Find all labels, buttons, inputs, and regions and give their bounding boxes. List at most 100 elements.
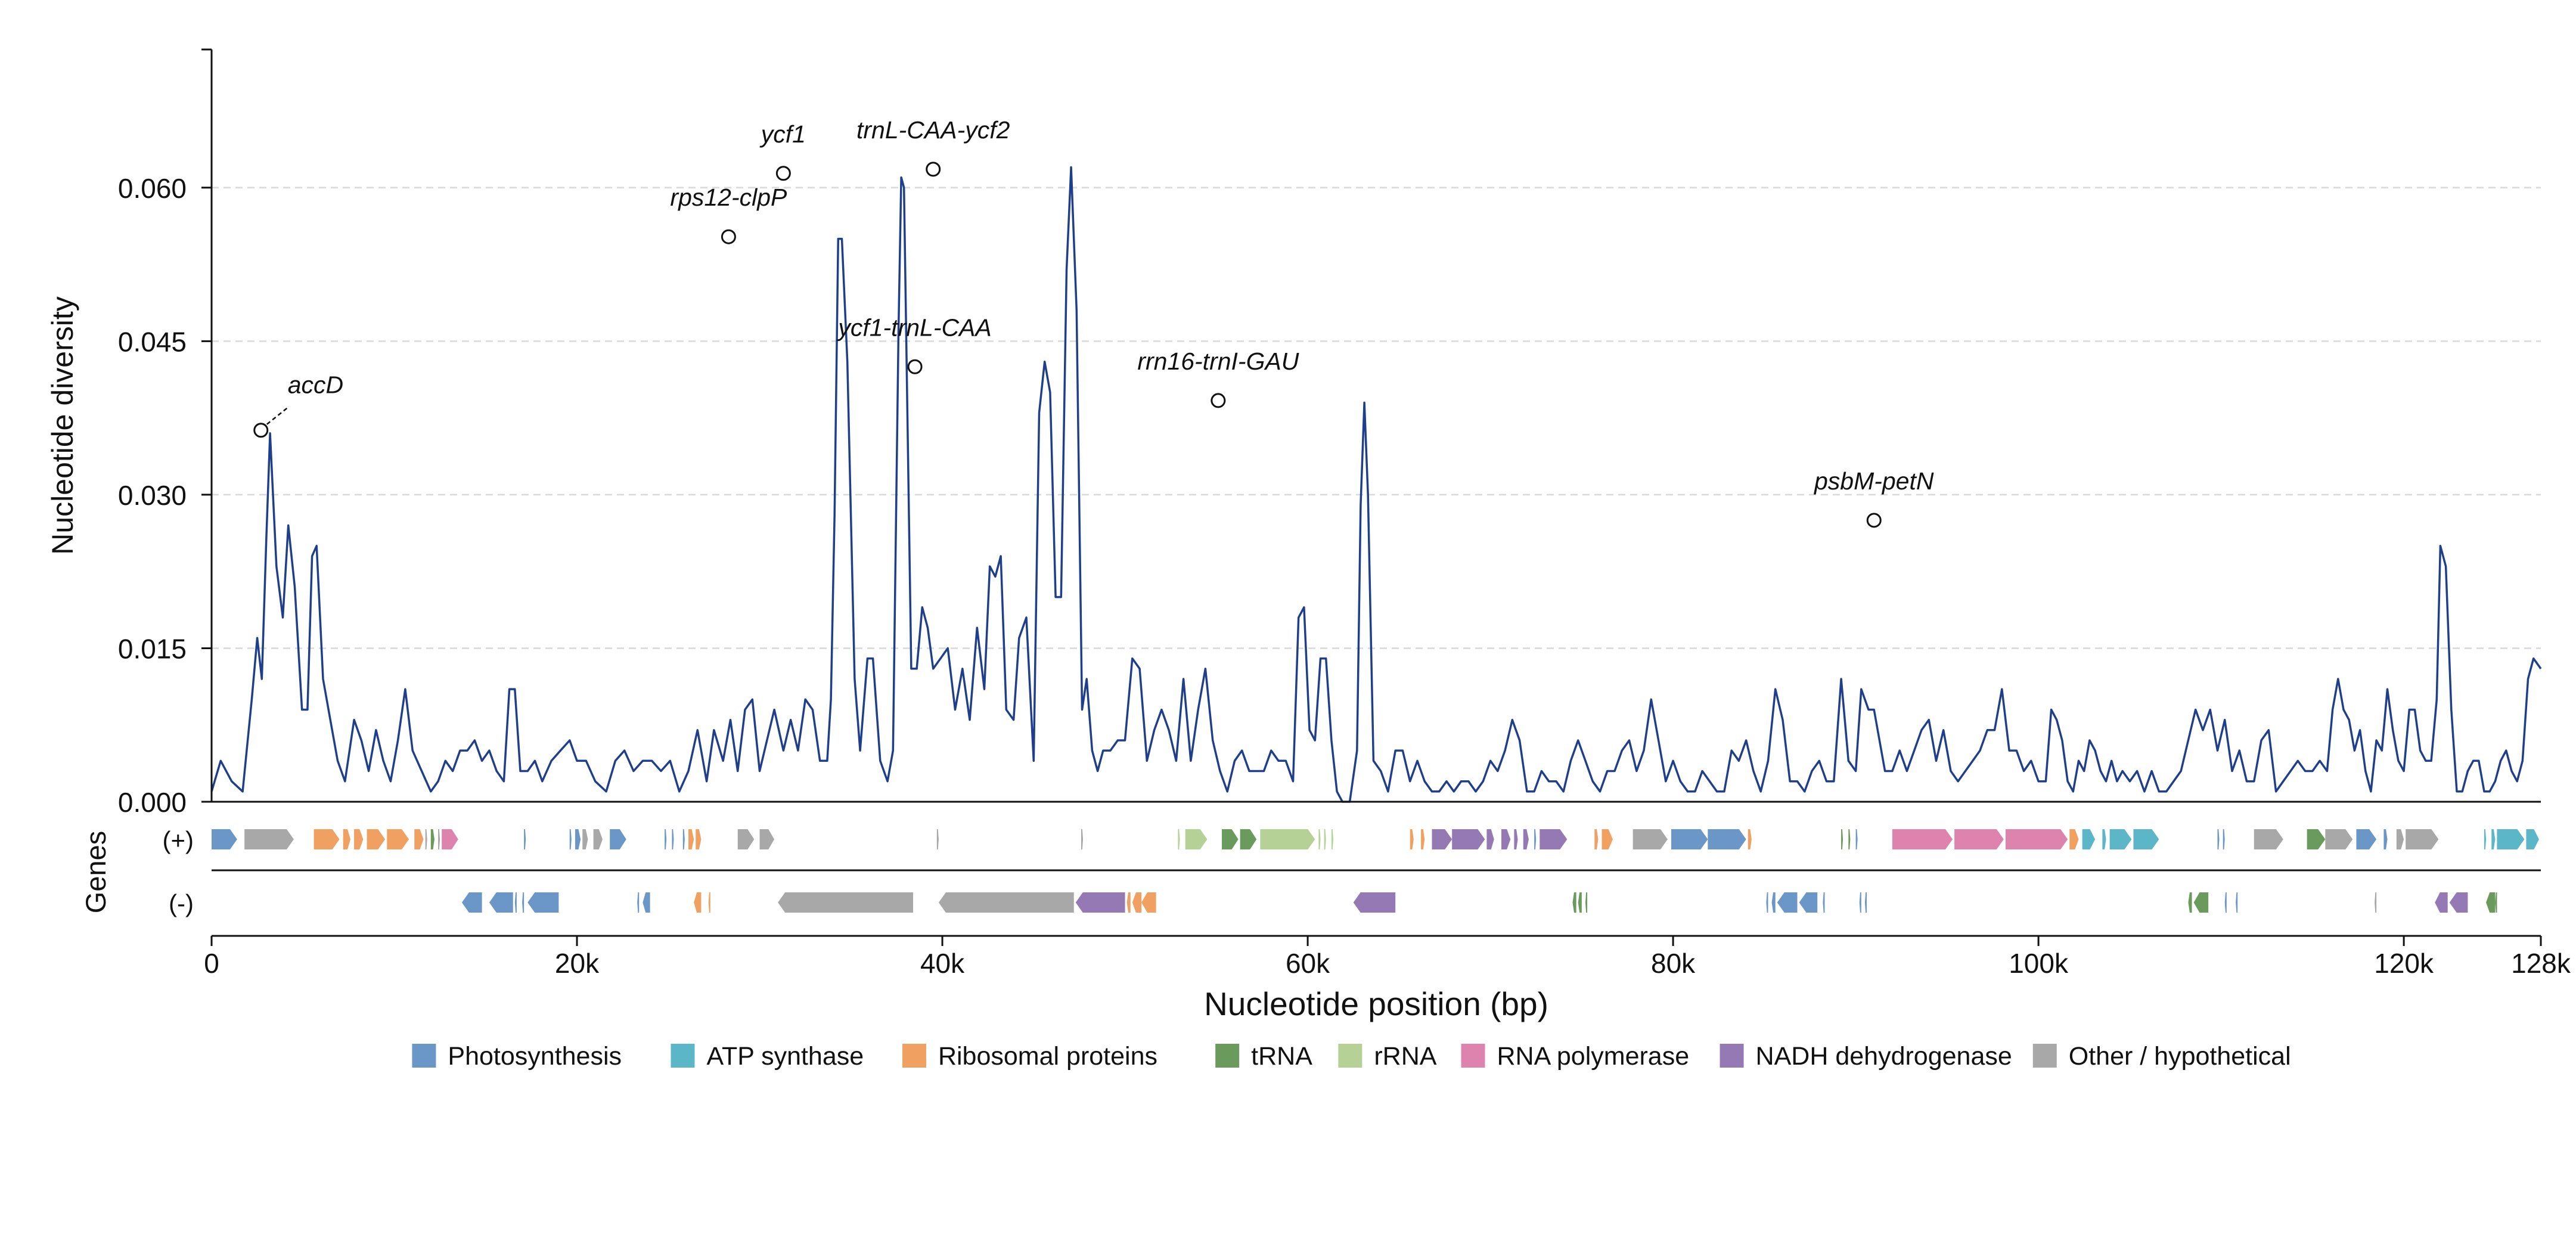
peak-marker (253, 423, 269, 438)
gene-block-plus (1954, 829, 2004, 849)
gene-block-plus (665, 829, 667, 849)
gene-block-minus (2236, 892, 2238, 913)
gene-block-minus (1823, 892, 1825, 913)
gene-block-plus (2526, 829, 2539, 849)
gene-block-minus (461, 892, 482, 913)
gene-block-minus (694, 892, 702, 913)
x-tick-label: 20k (555, 948, 600, 979)
gene-block-minus (522, 892, 524, 913)
x-axis-ticks: 0 20k 40k 60k 80k 100k 120k 128k (204, 936, 2571, 979)
x-tick-label: 60k (1286, 948, 1330, 979)
gene-block-minus (637, 892, 640, 913)
peak-label: trnL-CAA-ycf2 (856, 116, 1010, 144)
gene-block-plus (1178, 829, 1180, 849)
minus-strand-label: (-) (169, 889, 194, 917)
gene-block-minus (1864, 892, 1867, 913)
gene-block-minus (1353, 892, 1396, 913)
gene-block-plus (524, 829, 526, 849)
gene-block-plus (1260, 829, 1315, 849)
gene-block-plus (244, 829, 294, 849)
gene-block-plus (682, 829, 685, 849)
gene-block-plus (1523, 829, 1529, 849)
gene-block-plus (1748, 829, 1752, 849)
gene-block-minus (527, 892, 559, 913)
gene-block-plus (2356, 829, 2377, 849)
gene-block-plus (1671, 829, 1708, 849)
gene-block-plus (1452, 829, 1485, 849)
peak-marker (907, 359, 923, 374)
gene-block-minus (2224, 892, 2227, 913)
gene-block-plus (212, 829, 237, 849)
x-tick-label: 120k (2374, 948, 2434, 979)
gene-block-plus (425, 829, 427, 849)
peak-marker (775, 166, 791, 181)
gene-block-plus (1486, 829, 1494, 849)
legend-swatch (1338, 1044, 1363, 1068)
gene-block-plus (1318, 829, 1321, 849)
peak-annotations: accD rps12-clpP ycf1 ycf1-trnL-CAA trnL-CAA-… (253, 116, 1934, 528)
gene-blocks (212, 829, 2539, 913)
gene-block-plus (1602, 829, 1613, 849)
gene-block-minus (2188, 892, 2192, 913)
gene-block-plus (569, 829, 572, 849)
gene-block-plus (430, 829, 434, 849)
gene-block-plus (759, 829, 775, 849)
x-tick-label: 128k (2511, 948, 2571, 979)
gene-block-plus (2307, 829, 2326, 849)
legend-label: Photosynthesis (448, 1042, 622, 1071)
gene-block-plus (1848, 829, 1851, 849)
gene-block-minus (1578, 892, 1582, 913)
gene-block-plus (593, 829, 603, 849)
gene-block-plus (2102, 829, 2106, 849)
x-tick-label: 80k (1651, 948, 1696, 979)
gene-block-minus (1572, 892, 1576, 913)
legend-swatch (1720, 1044, 1744, 1068)
gene-block-plus (2497, 829, 2525, 849)
gene-block-minus (2495, 892, 2497, 913)
gene-block-plus (1240, 829, 1257, 849)
gene-block-plus (414, 829, 424, 849)
y-tick-label: 0.030 (118, 480, 187, 511)
peak-marker (926, 162, 941, 177)
gene-block-plus (1185, 829, 1208, 849)
gene-block-minus (2435, 892, 2448, 913)
peak-label: accD (288, 371, 343, 399)
legend-label: ATP synthase (706, 1042, 864, 1071)
legend-swatch (1461, 1044, 1485, 1068)
gene-block-plus (1708, 829, 1746, 849)
gene-block-plus (2082, 829, 2096, 849)
gene-block-minus (1141, 892, 1156, 913)
gene-block-plus (2223, 829, 2225, 849)
gene-block-plus (2217, 829, 2220, 849)
peak-label: ycf1-trnL-CAA (836, 314, 991, 341)
gene-block-plus (387, 829, 409, 849)
x-tick-label: 100k (2009, 948, 2069, 979)
peak-label: psbM-petN (1813, 467, 1934, 495)
legend-swatch (412, 1044, 436, 1068)
gene-block-minus (1859, 892, 1861, 913)
gene-block-plus (1432, 829, 1453, 849)
peak-label: rrn16-trnI-GAU (1137, 348, 1299, 375)
grid-lines (212, 187, 2541, 649)
gene-block-plus (575, 829, 581, 849)
gene-block-minus (2193, 892, 2209, 913)
legend-label: RNA polymerase (1497, 1042, 1690, 1071)
x-tick-label: 40k (920, 948, 965, 979)
gene-block-plus (1331, 829, 1333, 849)
gene-block-minus (1585, 892, 1588, 913)
gene-block-plus (2406, 829, 2439, 849)
gene-block-minus (778, 892, 913, 913)
plus-strand-label: (+) (163, 826, 194, 854)
gene-block-plus (582, 829, 588, 849)
gene-block-plus (1410, 829, 1414, 849)
gene-block-minus (1777, 892, 1798, 913)
gene-block-plus (354, 829, 364, 849)
gene-block-minus (938, 892, 1074, 913)
gene-block-minus (708, 892, 710, 913)
peak-label: ycf1 (759, 120, 806, 148)
gene-block-plus (1421, 829, 1425, 849)
gene-block-plus (2484, 829, 2487, 849)
gene-block-minus (2375, 892, 2377, 913)
legend-label: NADH dehydrogenase (1756, 1042, 2012, 1071)
